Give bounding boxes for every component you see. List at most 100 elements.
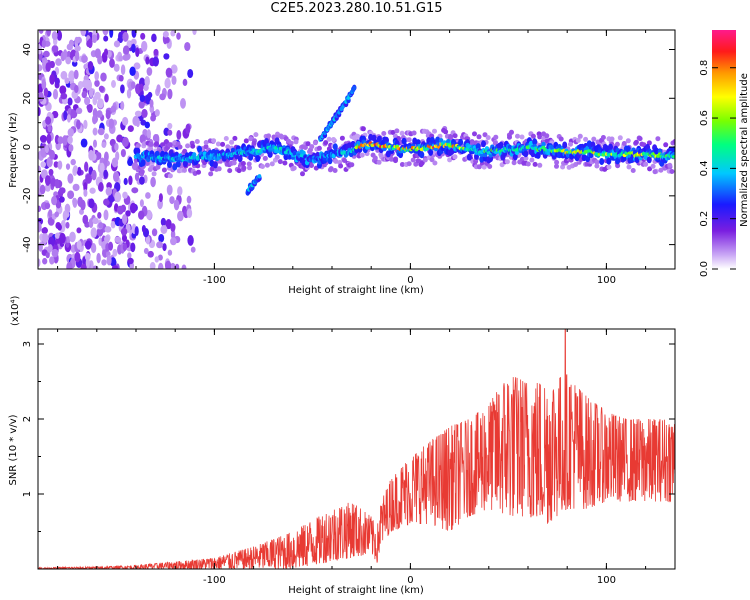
spectral-cell xyxy=(87,60,94,71)
spectral-cell xyxy=(125,210,131,217)
x-tick-label: 0 xyxy=(407,575,413,586)
spectral-cell xyxy=(44,202,51,210)
spectral-cell xyxy=(121,214,128,225)
spectral-cell xyxy=(118,31,123,41)
spectral-cell xyxy=(652,169,658,175)
spectral-cell xyxy=(83,119,88,130)
spectral-cell xyxy=(97,98,104,109)
figure-title: C2E5.2023.280.10.51.G15 xyxy=(270,1,443,16)
spectral-cell xyxy=(229,139,235,145)
spectral-cell xyxy=(288,140,294,146)
spectral-cell xyxy=(215,141,221,147)
spectral-cell xyxy=(643,161,649,167)
spectral-cell xyxy=(399,162,405,167)
spectral-cell xyxy=(181,264,187,269)
spectral-cell xyxy=(175,160,181,168)
spectral-cell xyxy=(558,136,564,142)
spectral-cell xyxy=(103,48,109,56)
spectral-cell xyxy=(114,236,122,243)
spectral-cell xyxy=(255,155,261,162)
spectral-cell xyxy=(72,165,78,173)
spectral-cell xyxy=(429,157,435,163)
spectral-cell xyxy=(43,50,50,58)
spectral-cell xyxy=(658,167,664,173)
spectral-cell xyxy=(38,205,42,212)
spectral-cell xyxy=(647,166,653,172)
y-tick-label: -40 xyxy=(22,236,33,252)
spectral-cell xyxy=(90,227,97,239)
spectral-cell xyxy=(167,161,172,168)
spectral-cell xyxy=(393,158,398,164)
spectral-cell xyxy=(236,168,242,174)
spectral-cell xyxy=(135,47,140,58)
spectral-cell xyxy=(300,171,305,177)
spectral-cell xyxy=(111,265,119,269)
spectral-cell xyxy=(60,70,68,80)
spectral-cell xyxy=(669,169,675,174)
spectral-cell xyxy=(102,30,109,36)
spectral-cell xyxy=(46,133,52,144)
spectral-cell xyxy=(134,172,140,182)
spectral-cell xyxy=(452,133,458,139)
spectral-cell xyxy=(211,138,217,144)
spectral-cell xyxy=(523,150,529,158)
spectral-cell xyxy=(385,150,391,158)
spectral-cell xyxy=(73,69,79,80)
spectral-cell xyxy=(498,141,504,149)
spectral-cell xyxy=(81,90,88,99)
spectral-cell xyxy=(160,225,168,234)
spectral-cell xyxy=(130,81,136,89)
spectral-cell xyxy=(127,252,132,259)
spectral-cell xyxy=(91,34,98,43)
spectral-cell xyxy=(120,100,125,111)
spectral-cell xyxy=(575,137,581,143)
colorbar-tick-label: 0.6 xyxy=(699,110,710,126)
spectral-cell xyxy=(74,50,80,62)
spectral-cell xyxy=(167,249,173,256)
spectral-cell xyxy=(585,155,591,163)
spectral-cell xyxy=(45,116,52,125)
spectral-cell xyxy=(515,133,520,139)
spectral-cell xyxy=(127,158,134,167)
spectral-cell xyxy=(65,163,71,170)
spectrogram-axes: -100 0 100 -40 -20 0 20 40 xyxy=(22,30,675,286)
spectral-cell xyxy=(146,129,151,139)
spectral-cell xyxy=(203,144,209,150)
spectral-cell xyxy=(80,199,86,211)
spectral-cell xyxy=(74,84,79,94)
spectral-cell xyxy=(251,140,257,146)
colorbar-ticks: 0.0 0.2 0.4 0.6 0.8 xyxy=(699,60,736,277)
spectral-cell xyxy=(138,210,145,220)
spectral-cell xyxy=(432,160,438,166)
spectral-cell xyxy=(161,167,167,173)
spectral-cell xyxy=(53,161,59,168)
spectral-cell xyxy=(76,119,81,130)
spectral-cell xyxy=(185,123,191,135)
spectral-cell xyxy=(187,234,194,246)
spectral-cell xyxy=(401,137,407,145)
snr-y-scale-label: (x10⁴) xyxy=(10,295,21,326)
spectral-cell xyxy=(150,114,156,122)
spectral-cell xyxy=(606,164,612,170)
spectral-cell xyxy=(44,144,49,154)
spectral-cell xyxy=(190,246,196,253)
spectral-cell xyxy=(435,136,441,144)
spectral-cell xyxy=(509,129,514,135)
spectral-cell xyxy=(94,71,100,81)
spectral-cell xyxy=(225,144,231,150)
spectral-cell xyxy=(51,248,59,258)
spectral-cell xyxy=(614,141,620,147)
spectral-cell xyxy=(452,154,458,160)
spectral-cell xyxy=(42,257,48,265)
spectral-cell xyxy=(38,222,42,233)
spectral-cell xyxy=(422,157,428,163)
spectral-cell xyxy=(164,36,170,44)
spectral-cell xyxy=(66,114,71,123)
spectral-cell xyxy=(609,136,615,142)
spectral-cell xyxy=(169,196,175,205)
spectral-cell xyxy=(621,141,627,146)
spectral-cell xyxy=(176,130,182,140)
spectral-cell xyxy=(69,231,76,243)
spectral-cell xyxy=(359,152,365,158)
spectral-cell xyxy=(67,135,73,145)
